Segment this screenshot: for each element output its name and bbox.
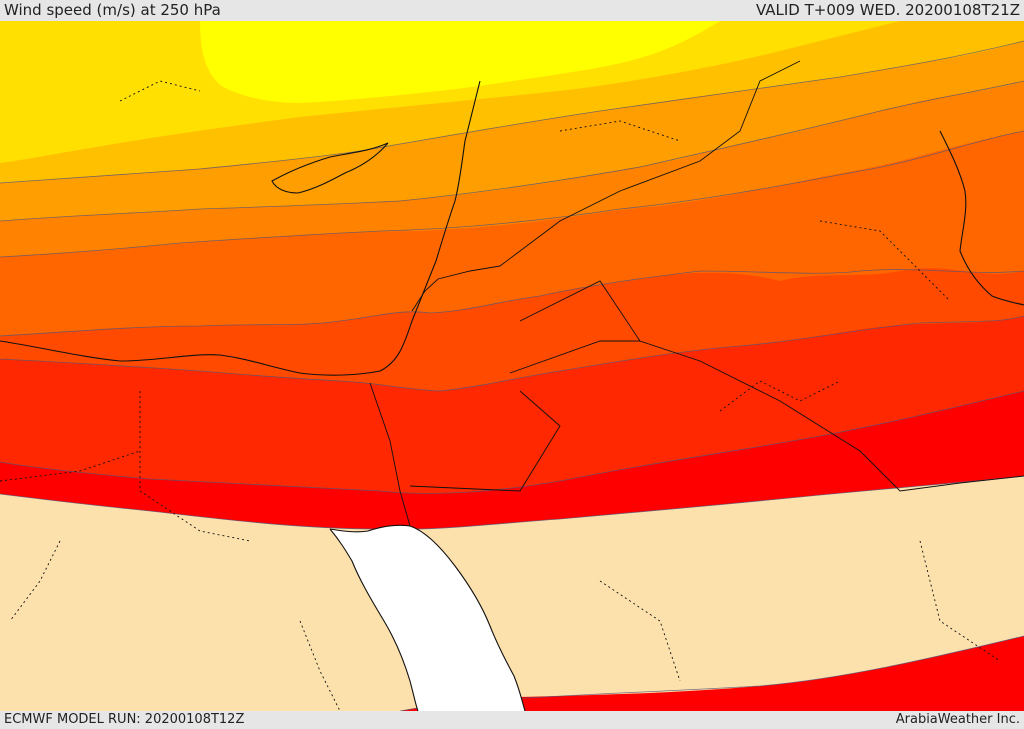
band-south-jet	[400, 636, 1024, 711]
footer-bar: ECMWF MODEL RUN: 20200108T12Z ArabiaWeat…	[0, 711, 1024, 729]
red-sea	[330, 525, 525, 711]
mediterranean-coastline	[0, 80, 481, 376]
wind-speed-map	[0, 21, 1024, 711]
gulf-coastline	[939, 130, 1024, 306]
header-bar: Wind speed (m/s) at 250 hPa VALID T+009 …	[0, 0, 1024, 21]
valid-time: VALID T+009 WED. 20200108T21Z	[755, 1, 1020, 19]
credit-label: ArabiaWeather Inc.	[895, 712, 1020, 727]
cyprus-island	[271, 142, 389, 194]
red-sea-west-coastline	[329, 528, 419, 711]
map-canvas	[0, 21, 1024, 711]
map-title: Wind speed (m/s) at 250 hPa	[4, 1, 221, 19]
band-1	[200, 21, 720, 103]
country-borders	[0, 60, 1024, 711]
model-run-label: ECMWF MODEL RUN: 20200108T12Z	[4, 712, 245, 727]
isotach-contours	[0, 40, 1024, 711]
red-sea-coastline	[329, 524, 526, 711]
